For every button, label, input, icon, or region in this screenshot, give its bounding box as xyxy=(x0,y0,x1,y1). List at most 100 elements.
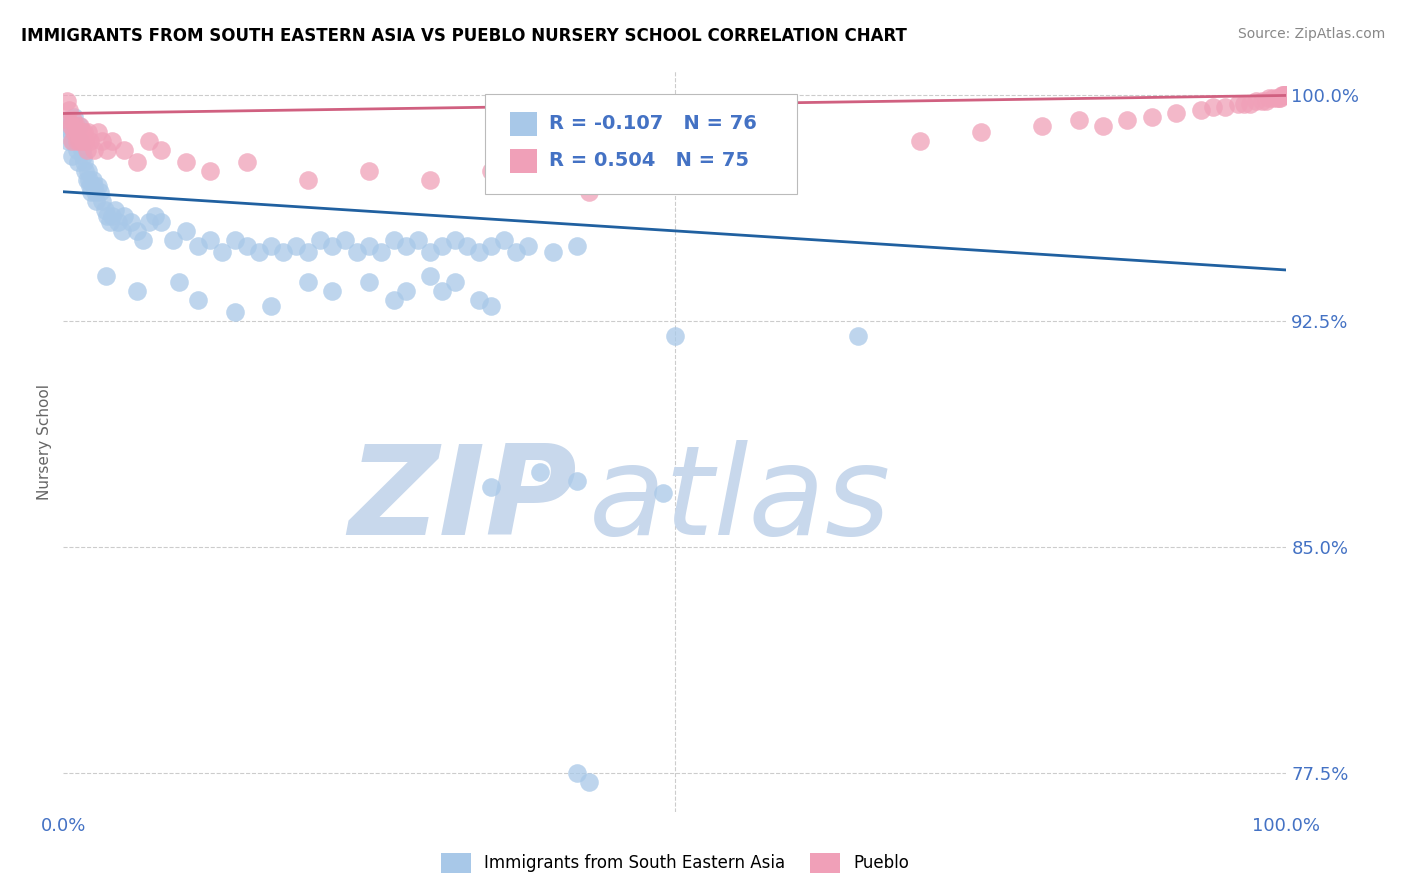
Point xyxy=(58,119,80,133)
Point xyxy=(321,239,343,253)
Point xyxy=(62,112,84,127)
Text: ZIP: ZIP xyxy=(349,441,576,561)
Point xyxy=(382,293,405,307)
FancyBboxPatch shape xyxy=(510,112,537,136)
Point xyxy=(89,185,111,199)
Point xyxy=(1166,106,1188,120)
Text: IMMIGRANTS FROM SOUTH EASTERN ASIA VS PUEBLO NURSERY SCHOOL CORRELATION CHART: IMMIGRANTS FROM SOUTH EASTERN ASIA VS PU… xyxy=(21,27,907,45)
Point xyxy=(84,194,107,208)
Point xyxy=(76,163,98,178)
Point xyxy=(84,185,107,199)
Point xyxy=(101,134,124,148)
Point xyxy=(1258,91,1281,105)
Text: Source: ZipAtlas.com: Source: ZipAtlas.com xyxy=(1237,27,1385,41)
Point xyxy=(1251,95,1274,109)
Point xyxy=(297,172,319,186)
Point xyxy=(150,215,173,229)
Point xyxy=(80,185,103,199)
Point xyxy=(101,209,124,223)
Point xyxy=(56,95,79,109)
FancyBboxPatch shape xyxy=(485,94,797,194)
Point xyxy=(72,134,94,148)
Point xyxy=(481,299,503,313)
Point xyxy=(143,209,166,223)
Point xyxy=(1275,88,1298,103)
Point xyxy=(505,244,527,259)
Point xyxy=(357,163,380,178)
Point xyxy=(541,244,564,259)
Point xyxy=(235,154,259,169)
Point xyxy=(1215,100,1237,114)
Point xyxy=(72,148,94,162)
Point xyxy=(481,480,503,494)
Point xyxy=(174,154,197,169)
Point xyxy=(481,163,503,178)
Point xyxy=(541,172,564,186)
Point xyxy=(565,239,588,253)
Point xyxy=(1275,88,1298,103)
Point xyxy=(66,143,89,157)
Point xyxy=(1275,88,1298,103)
Point xyxy=(94,202,117,217)
Point xyxy=(1265,91,1288,105)
Point xyxy=(83,178,105,193)
Point xyxy=(94,268,117,283)
Y-axis label: Nursery School: Nursery School xyxy=(37,384,52,500)
Point xyxy=(1254,95,1277,109)
Point xyxy=(578,185,600,199)
Point xyxy=(138,215,160,229)
Point xyxy=(70,124,93,138)
Point xyxy=(1275,88,1298,103)
Point xyxy=(62,134,84,148)
Point xyxy=(111,224,134,238)
Point xyxy=(125,154,148,169)
Text: R = 0.504   N = 75: R = 0.504 N = 75 xyxy=(548,152,749,170)
Point xyxy=(565,474,588,488)
Point xyxy=(75,134,97,148)
Point xyxy=(395,239,418,253)
Point xyxy=(443,275,465,289)
Point xyxy=(58,103,80,118)
Point xyxy=(104,202,127,217)
Text: R = -0.107   N = 76: R = -0.107 N = 76 xyxy=(548,114,756,134)
Point xyxy=(260,299,283,313)
Point xyxy=(132,233,155,247)
Point xyxy=(56,112,79,127)
Point xyxy=(346,244,368,259)
Point xyxy=(59,124,82,138)
Point xyxy=(357,275,380,289)
Point xyxy=(91,134,114,148)
Point xyxy=(114,143,135,157)
Point xyxy=(98,215,121,229)
Point xyxy=(76,143,98,157)
Point xyxy=(443,233,465,247)
Point xyxy=(456,239,478,253)
Point xyxy=(1189,103,1212,118)
Point xyxy=(370,244,392,259)
Point xyxy=(1275,88,1298,103)
Point xyxy=(96,143,118,157)
Point xyxy=(382,233,405,247)
Point xyxy=(82,172,104,186)
Point xyxy=(120,215,142,229)
Point xyxy=(260,239,283,253)
Point xyxy=(114,209,135,223)
Point xyxy=(69,134,91,148)
Point xyxy=(79,134,101,148)
Point xyxy=(66,134,89,148)
Point xyxy=(419,268,441,283)
Point xyxy=(468,244,491,259)
Point xyxy=(224,233,246,247)
Point xyxy=(76,172,98,186)
Point xyxy=(96,209,118,223)
Point xyxy=(517,239,540,253)
Point xyxy=(908,134,931,148)
Point xyxy=(1244,95,1267,109)
Point xyxy=(1268,91,1291,105)
Point xyxy=(1271,88,1294,103)
Point xyxy=(138,134,160,148)
Text: atlas: atlas xyxy=(589,441,891,561)
Legend: Immigrants from South Eastern Asia, Pueblo: Immigrants from South Eastern Asia, Pueb… xyxy=(434,847,915,880)
Point xyxy=(150,143,173,157)
Point xyxy=(846,329,869,343)
